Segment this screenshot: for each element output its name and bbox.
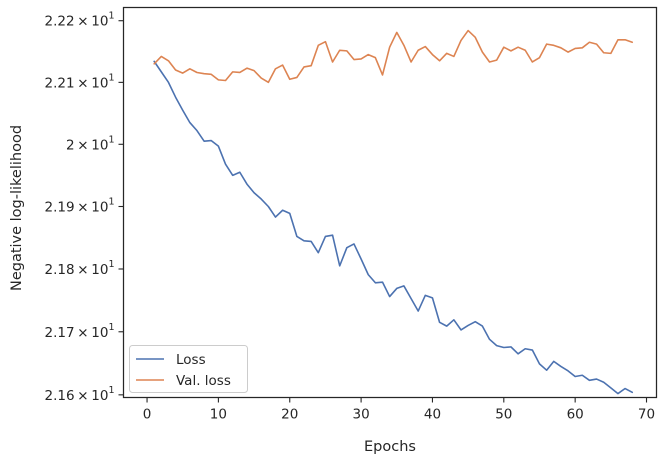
y-axis-label: Negative log-likelihood [9,125,25,291]
plot-lines [153,29,634,395]
y-tick-label: 2.22 × 101 [45,11,115,30]
y-tick-label: 2.17 × 101 [45,322,115,341]
x-tick-label: 40 [424,407,441,423]
plot-frame [122,6,658,399]
x-tick-label: 50 [495,407,512,423]
y-tick-label: 2.18 × 101 [45,259,115,278]
legend-label-loss: Loss [176,352,206,368]
y-tick-label: 2.19 × 101 [45,196,115,215]
x-tick-label: 60 [567,407,584,423]
x-tick-label: 0 [143,407,152,423]
x-axis: 0 10 20 30 40 50 60 70 [143,397,655,423]
x-tick-label: 70 [638,407,655,423]
series-line-val-loss [153,29,634,84]
y-tick-label: 2 × 101 [66,134,115,153]
x-tick-label: 30 [353,407,370,423]
legend: Loss Val. loss [129,345,248,393]
y-tick-label: 2.21 × 101 [45,72,115,91]
y-tick-label: 2.16 × 101 [45,385,115,404]
series-line-loss [153,60,634,395]
x-tick-label: 20 [281,407,298,423]
legend-label-val-loss: Val. loss [176,373,231,389]
x-tick-label: 10 [210,407,227,423]
x-axis-label: Epochs [364,439,416,455]
y-axis: 2.16 × 101 2.17 × 101 2.18 × 101 2.19 × 101… [45,11,124,404]
